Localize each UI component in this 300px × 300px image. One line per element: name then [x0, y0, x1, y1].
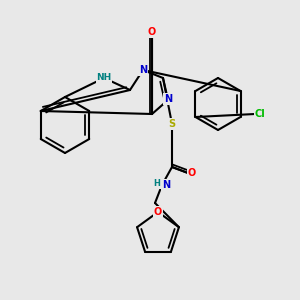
Text: S: S	[168, 119, 175, 129]
Text: N: N	[139, 65, 147, 75]
Text: O: O	[148, 27, 156, 37]
Text: O: O	[154, 207, 162, 217]
Text: N: N	[164, 94, 172, 104]
Text: Cl: Cl	[255, 109, 266, 119]
Text: NH: NH	[96, 74, 112, 82]
Text: H: H	[154, 179, 160, 188]
Text: O: O	[188, 168, 196, 178]
Text: N: N	[162, 180, 170, 190]
